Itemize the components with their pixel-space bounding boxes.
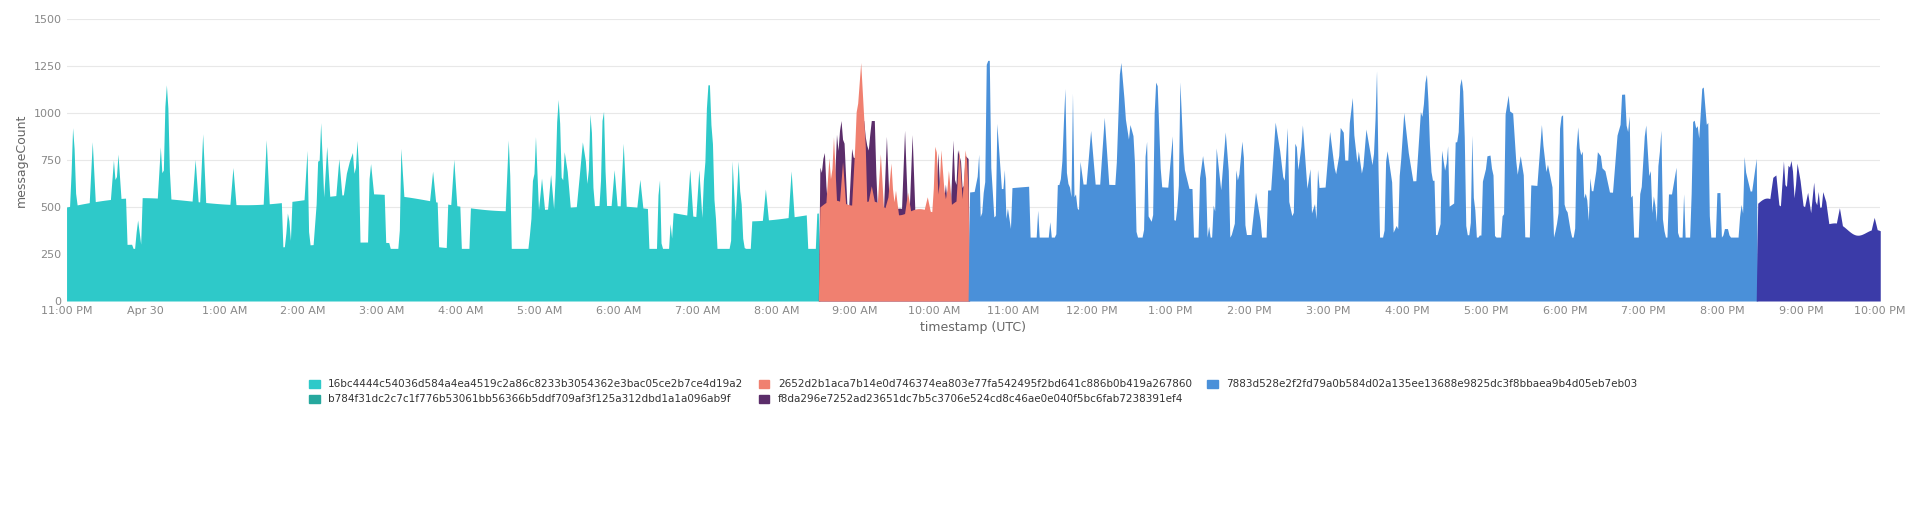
Y-axis label: messageCount: messageCount (15, 113, 29, 207)
X-axis label: timestamp (UTC): timestamp (UTC) (920, 321, 1026, 334)
Legend: 16bc4444c54036d584a4ea4519c2a86c8233b3054362e3bac05ce2b7ce4d19a2, b784f31dc2c7c1: 16bc4444c54036d584a4ea4519c2a86c8233b305… (305, 375, 1642, 408)
